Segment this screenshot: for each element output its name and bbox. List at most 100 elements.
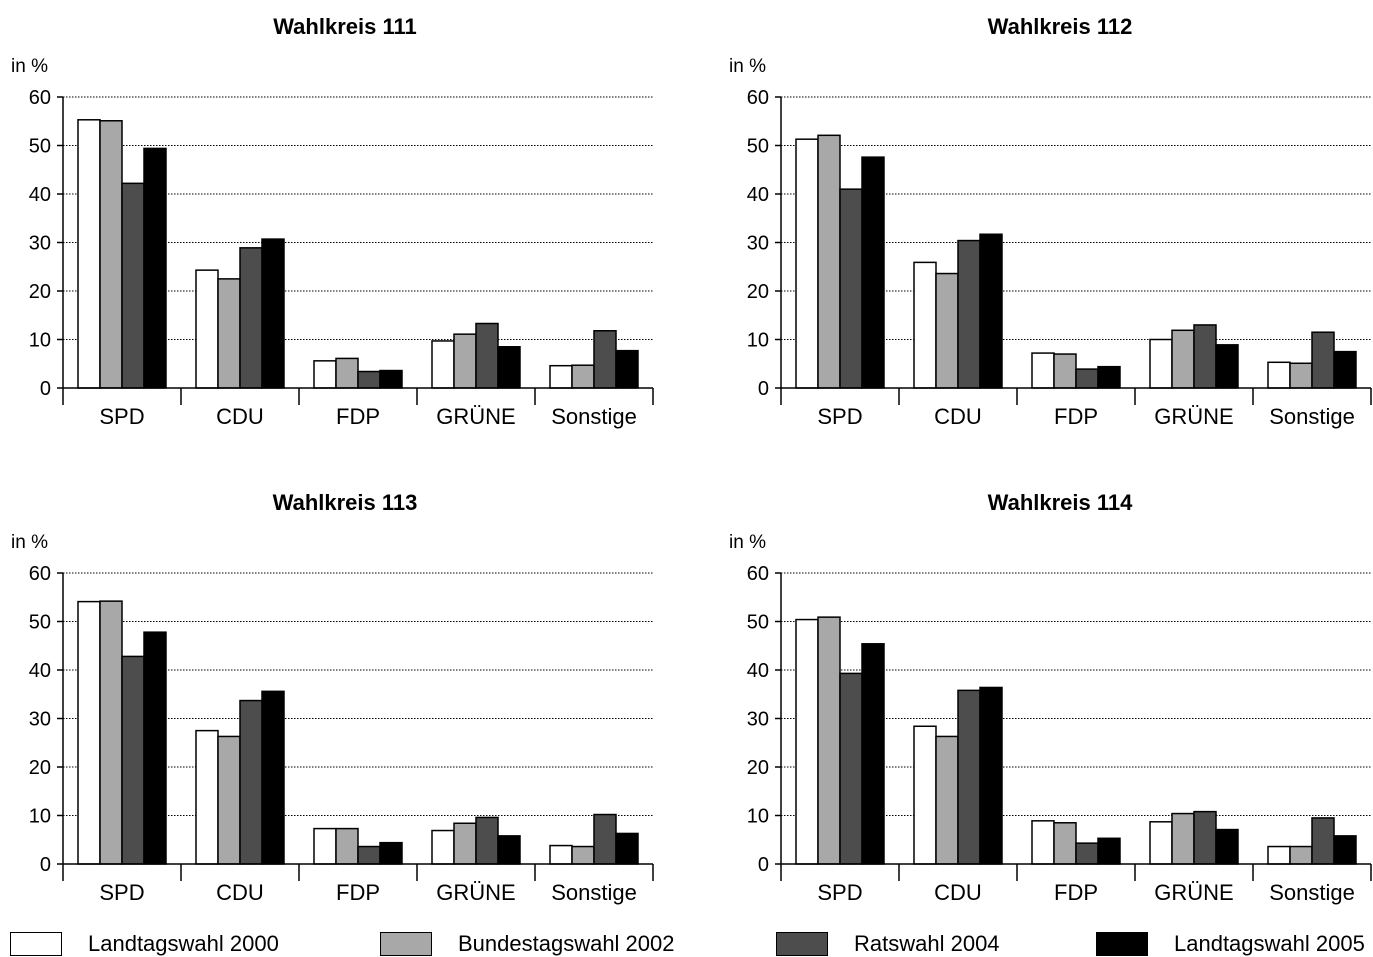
bar (1289, 845, 1313, 865)
bar (195, 729, 219, 865)
y-tick-label: 20 (29, 757, 51, 779)
x-tick-label: Sonstige (1269, 880, 1355, 905)
legend-label: Ratswahl 2004 (854, 931, 1000, 956)
bar (217, 735, 241, 865)
bar (913, 261, 937, 389)
bar (1053, 353, 1077, 389)
y-tick-label: 30 (29, 709, 51, 731)
y-unit-label: in % (729, 56, 766, 77)
legend-item-1: Landtagswahl 2000 (10, 931, 279, 956)
bar (593, 330, 617, 389)
x-tick-label: FDP (1054, 880, 1098, 905)
bar (1215, 344, 1239, 389)
bar (1289, 362, 1313, 389)
y-tick-label: 40 (747, 184, 769, 206)
y-tick-label: 50 (29, 612, 51, 634)
bar (335, 827, 359, 865)
bar (1053, 822, 1077, 865)
y-tick-label: 40 (29, 660, 51, 682)
y-tick-label: 60 (29, 87, 51, 109)
y-tick-label: 20 (29, 281, 51, 303)
bar (795, 138, 819, 389)
bar (1149, 821, 1173, 865)
bar (1267, 361, 1291, 389)
bar (497, 346, 521, 389)
y-tick-label: 60 (29, 563, 51, 585)
bar (1171, 812, 1195, 865)
bar (475, 322, 499, 389)
bar (1193, 810, 1217, 865)
bar (217, 278, 241, 389)
y-tick-label: 50 (29, 136, 51, 158)
y-tick-label: 0 (40, 378, 51, 400)
bar (1311, 817, 1335, 865)
bar (313, 360, 337, 389)
bar (195, 269, 219, 389)
bar (935, 735, 959, 865)
bar (817, 616, 841, 865)
x-tick-label: Sonstige (1269, 404, 1355, 429)
bar (571, 364, 595, 389)
y-tick-label: 0 (758, 854, 769, 876)
bar (475, 816, 499, 865)
bar (121, 182, 145, 389)
bar (431, 340, 455, 389)
x-tick-label: SPD (99, 880, 144, 905)
bar (615, 349, 639, 389)
bar (379, 841, 403, 865)
bar (571, 845, 595, 865)
y-tick-label: 20 (747, 757, 769, 779)
bar (261, 238, 285, 389)
bar (979, 686, 1003, 865)
bar (431, 829, 455, 865)
bar (593, 813, 617, 865)
bar (357, 845, 381, 865)
legend-item-3: Ratswahl 2004 (776, 931, 1000, 956)
bar (1075, 842, 1099, 865)
x-tick-label: CDU (934, 880, 982, 905)
y-unit-label: in % (729, 532, 766, 553)
bar (839, 188, 863, 389)
y-tick-label: 50 (747, 612, 769, 634)
chart-title: Wahlkreis 114 (988, 490, 1133, 515)
chart-title: Wahlkreis 112 (988, 14, 1133, 39)
bar (795, 618, 819, 865)
y-tick-label: 10 (747, 806, 769, 828)
x-tick-label: GRÜNE (436, 404, 515, 429)
x-tick-label: Sonstige (551, 880, 637, 905)
y-tick-label: 0 (758, 378, 769, 400)
bar (1333, 835, 1357, 865)
bar (913, 725, 937, 865)
y-tick-label: 50 (747, 136, 769, 158)
x-tick-label: SPD (817, 404, 862, 429)
y-tick-label: 60 (747, 563, 769, 585)
legend-item-2: Bundestagswahl 2002 (380, 931, 675, 956)
bar (1075, 368, 1099, 389)
bar (549, 364, 573, 389)
legend-swatch (10, 932, 62, 956)
x-tick-label: FDP (336, 880, 380, 905)
bar (1097, 365, 1121, 389)
y-tick-label: 40 (747, 660, 769, 682)
bar (549, 844, 573, 865)
bar (77, 600, 101, 865)
y-tick-label: 60 (747, 87, 769, 109)
bar (313, 827, 337, 865)
x-tick-label: Sonstige (551, 404, 637, 429)
bar (615, 832, 639, 865)
x-tick-label: SPD (99, 404, 144, 429)
y-unit-label: in % (11, 532, 48, 553)
x-tick-label: FDP (336, 404, 380, 429)
legend-swatch (776, 932, 828, 956)
bar (121, 655, 145, 865)
y-tick-label: 30 (29, 233, 51, 255)
bar (935, 272, 959, 389)
legend-label: Bundestagswahl 2002 (458, 931, 675, 956)
bar (1311, 331, 1335, 389)
bar (497, 835, 521, 865)
bar (143, 631, 167, 865)
y-tick-label: 30 (747, 709, 769, 731)
bar (239, 247, 263, 389)
bar (1333, 350, 1357, 389)
